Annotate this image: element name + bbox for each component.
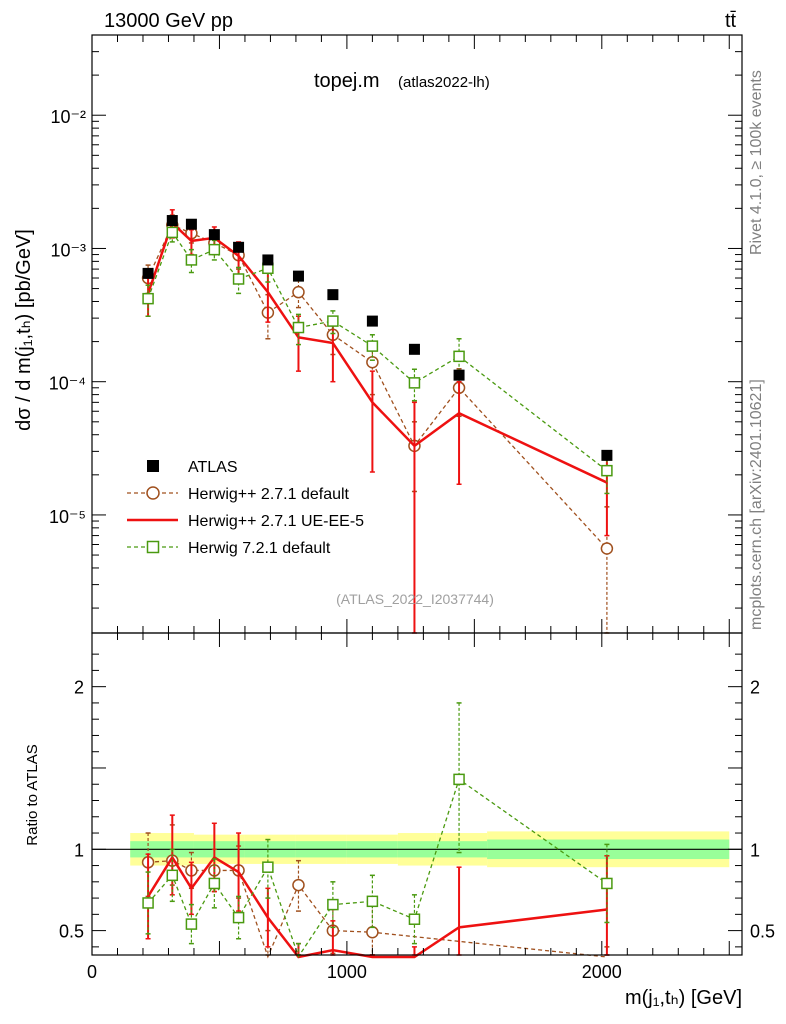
data-point bbox=[142, 267, 154, 279]
ratio-panel-data bbox=[141, 702, 613, 959]
data-point bbox=[166, 215, 178, 227]
x-axis-label: m(j₁,tₕ) [GeV] bbox=[625, 987, 742, 1009]
data-point bbox=[185, 254, 198, 266]
data-point bbox=[366, 925, 379, 939]
rivet-version-label: Rivet 4.1.0, ≥ 100k events bbox=[748, 70, 765, 255]
legend-label: Herwig 7.2.1 default bbox=[188, 540, 331, 557]
analysis-id-label: (ATLAS_2022_I2037744) bbox=[336, 591, 494, 607]
data-point bbox=[600, 542, 614, 555]
data-point bbox=[292, 285, 305, 299]
ratio-y-axis-label: Ratio to ATLAS bbox=[24, 744, 41, 845]
data-point bbox=[408, 377, 421, 389]
ratio-y-tick-label: 0.5 bbox=[59, 922, 84, 942]
analysis-name: topej.m bbox=[314, 70, 380, 92]
data-point bbox=[185, 218, 197, 230]
ratio-series bbox=[142, 702, 613, 959]
data-point bbox=[166, 869, 179, 882]
ratio-y-tick-label: 0.5 bbox=[750, 922, 775, 942]
data-point bbox=[292, 270, 304, 282]
legend-item: ATLAS bbox=[147, 459, 238, 476]
data-point bbox=[208, 229, 220, 241]
data-point bbox=[292, 321, 305, 334]
main-y-tick-label: 10⁻⁴ bbox=[49, 374, 86, 394]
ratio-y-tick-label: 1 bbox=[750, 840, 760, 860]
data-point bbox=[142, 292, 154, 305]
data-point bbox=[327, 315, 339, 327]
data-point bbox=[262, 254, 274, 266]
main-line bbox=[146, 220, 608, 484]
main-y-tick-label: 10⁻⁵ bbox=[49, 507, 86, 527]
data-point bbox=[366, 315, 378, 327]
data-point bbox=[601, 877, 613, 890]
analysis-tag: (atlas2022-lh) bbox=[398, 74, 490, 91]
data-point bbox=[232, 273, 245, 285]
data-point bbox=[453, 773, 465, 786]
data-point bbox=[408, 343, 420, 355]
ratio-y-tick-label: 2 bbox=[74, 678, 84, 698]
data-point bbox=[233, 241, 245, 253]
ratio-y-tick-label: 1 bbox=[74, 840, 84, 860]
legend-marker bbox=[147, 460, 159, 472]
data-point bbox=[262, 861, 274, 873]
main-series bbox=[141, 214, 614, 634]
beam-label: 13000 GeV pp bbox=[104, 10, 233, 32]
legend-item: Herwig++ 2.7.1 default bbox=[127, 486, 350, 503]
data-point bbox=[366, 355, 379, 369]
data-point bbox=[166, 226, 179, 239]
ratio-line bbox=[147, 855, 608, 959]
data-point bbox=[185, 918, 198, 930]
x-tick-label: 2000 bbox=[582, 962, 622, 982]
data-point bbox=[232, 911, 245, 924]
legend-label: Herwig++ 2.7.1 default bbox=[188, 486, 350, 503]
data-point bbox=[453, 350, 465, 363]
data-point bbox=[208, 243, 221, 256]
data-point bbox=[366, 895, 379, 908]
mcplots-label: mcplots.cern.ch [arXiv:2401.10621] bbox=[748, 379, 765, 630]
data-point bbox=[208, 877, 221, 890]
legend-label: Herwig++ 2.7.1 UE-EE-5 bbox=[188, 513, 364, 530]
ratio-line bbox=[147, 778, 608, 959]
main-y-tick-label: 10⁻² bbox=[50, 107, 86, 127]
main-series bbox=[145, 209, 610, 634]
legend: ATLAS Herwig++ 2.7.1 default Herwig++ 2.7.… bbox=[127, 459, 364, 557]
data-point bbox=[453, 369, 465, 381]
legend-item: Herwig 7.2.1 default bbox=[127, 540, 331, 557]
data-point bbox=[327, 898, 339, 911]
ratio-uncertainty-bands bbox=[92, 831, 742, 868]
data-point bbox=[292, 878, 305, 892]
data-point bbox=[366, 340, 379, 352]
main-y-axis-label: dσ / d m(j₁,tₕ) [pb/GeV] bbox=[13, 229, 35, 431]
main-series bbox=[142, 215, 613, 461]
ratio-panel-frame bbox=[91, 632, 743, 956]
main-panel-data bbox=[141, 209, 614, 634]
process-label: tt̄ bbox=[725, 10, 737, 32]
data-point bbox=[142, 897, 154, 909]
data-point bbox=[601, 464, 613, 477]
legend-marker bbox=[146, 486, 160, 500]
data-point bbox=[408, 913, 421, 925]
x-tick-label: 1000 bbox=[327, 962, 367, 982]
main-line bbox=[147, 224, 608, 549]
main-series bbox=[142, 223, 613, 495]
data-point bbox=[601, 449, 613, 461]
legend-item: Herwig++ 2.7.1 UE-EE-5 bbox=[127, 513, 364, 530]
main-y-tick-label: 10⁻³ bbox=[50, 240, 86, 260]
axes: 10⁻⁵ 10⁻⁴ 10⁻³ 10⁻² 0 1000 2000 0.5 0.5 1 1 2 2 bbox=[49, 34, 775, 982]
data-point bbox=[327, 289, 339, 301]
x-tick-label: 0 bbox=[87, 962, 97, 982]
legend-label: ATLAS bbox=[188, 459, 238, 476]
legend-marker bbox=[146, 540, 160, 554]
ratio-line bbox=[148, 860, 607, 959]
ratio-y-tick-label: 2 bbox=[750, 678, 760, 698]
